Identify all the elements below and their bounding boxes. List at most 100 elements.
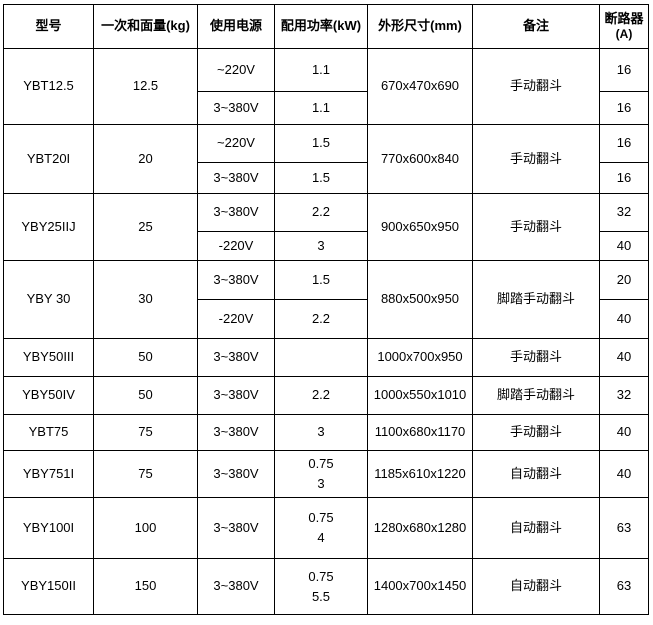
cell-breaker: 20 — [599, 260, 649, 300]
col-header-breaker-line2: (A) — [615, 27, 633, 42]
cell-dimensions: 1185x610x1220 — [367, 450, 473, 498]
cell-breaker: 16 — [599, 162, 649, 194]
cell-remarks: 自动翻斗 — [472, 497, 600, 559]
kw-line1: 0.75 — [308, 510, 334, 525]
cell-remarks: 脚踏手动翻斗 — [472, 376, 600, 415]
header-row: 型号 一次和面量(kg) 使用电源 配用功率(kW) 外形尺寸(mm) 备注 断… — [3, 4, 649, 49]
cell-model: YBY100I — [3, 497, 94, 559]
spec-table: 型号 一次和面量(kg) 使用电源 配用功率(kW) 外形尺寸(mm) 备注 断… — [3, 4, 649, 615]
kw-line1: 0.75 — [308, 456, 334, 471]
cell-breaker: 32 — [599, 376, 649, 415]
row-yby751i: YBY751I 75 3~380V 0.75 3 1185x610x1220 自… — [3, 450, 649, 498]
row-ybt75: YBT75 75 3~380V 3 1100x680x1170 手动翻斗 40 — [3, 414, 649, 451]
cell-model: YBY50III — [3, 338, 94, 377]
row-ybt20i-a: YBT20I 20 ~220V 1.5 770x600x840 手动翻斗 16 — [3, 124, 649, 194]
cell-power-kw: 2.2 — [274, 376, 368, 415]
row-ybt12-5-a: YBT12.5 12.5 ~220V 1.1 670x470x690 手动翻斗 … — [3, 48, 649, 125]
kw-line2: 3 — [317, 476, 325, 491]
cell-breaker: 63 — [599, 558, 649, 615]
cell-dimensions: 900x650x950 — [367, 193, 473, 261]
cell-power-supply: 3~380V — [197, 376, 275, 415]
cell-model: YBY50IV — [3, 376, 94, 415]
cell-breaker: 32 — [599, 193, 649, 232]
cell-power-supply: ~220V — [197, 48, 275, 92]
row-yby30-a: YBY 30 30 3~380V 1.5 880x500x950 脚踏手动翻斗 … — [3, 260, 649, 339]
cell-power-supply: 3~380V — [197, 450, 275, 498]
cell-power-kw: 1.5 — [274, 162, 368, 194]
cell-amount: 75 — [93, 414, 198, 451]
cell-model: YBT20I — [3, 124, 94, 194]
cell-remarks: 手动翻斗 — [472, 338, 600, 377]
cell-power-supply: 3~380V — [197, 260, 275, 300]
cell-amount: 50 — [93, 376, 198, 415]
cell-power-kw: 0.75 4 — [274, 497, 368, 559]
cell-power-kw: 1.5 — [274, 260, 368, 300]
cell-power-supply: 3~380V — [197, 162, 275, 194]
cell-power-supply: 3~380V — [197, 338, 275, 377]
cell-amount: 50 — [93, 338, 198, 377]
cell-power-kw: 2.2 — [274, 193, 368, 232]
col-header-breaker-line1: 断路器 — [604, 10, 644, 26]
cell-amount: 20 — [93, 124, 198, 194]
row-yby100i: YBY100I 100 3~380V 0.75 4 1280x680x1280 … — [3, 497, 649, 559]
row-yby50iv: YBY50IV 50 3~380V 2.2 1000x550x1010 脚踏手动… — [3, 376, 649, 415]
cell-power-kw: 3 — [274, 414, 368, 451]
cell-power-supply: -220V — [197, 231, 275, 261]
cell-power-kw: 1.5 — [274, 124, 368, 163]
cell-amount: 100 — [93, 497, 198, 559]
cell-power-supply: 3~380V — [197, 497, 275, 559]
cell-model: YBY751I — [3, 450, 94, 498]
cell-amount: 75 — [93, 450, 198, 498]
row-ybt12-5-b: 3~380V 1.1 16 — [4, 91, 649, 125]
cell-model: YBT12.5 — [3, 48, 94, 125]
cell-power-kw: 2.2 — [274, 299, 368, 339]
cell-breaker: 40 — [599, 299, 649, 339]
cell-dimensions: 1280x680x1280 — [367, 497, 473, 559]
cell-dimensions: 1000x700x950 — [367, 338, 473, 377]
cell-amount: 25 — [93, 193, 198, 261]
cell-dimensions: 670x470x690 — [367, 48, 473, 125]
col-header-breaker: 断路器 (A) — [599, 4, 649, 49]
kw-line1: 0.75 — [308, 568, 334, 584]
row-yby25iij-a: YBY25IIJ 25 3~380V 2.2 900x650x950 手动翻斗 … — [3, 193, 649, 261]
cell-remarks: 手动翻斗 — [472, 124, 600, 194]
col-header-power-supply: 使用电源 — [197, 4, 275, 49]
cell-remarks: 手动翻斗 — [472, 414, 600, 451]
cell-power-kw: 0.75 5.5 — [274, 558, 368, 615]
cell-breaker: 16 — [599, 124, 649, 163]
col-header-amount: 一次和面量(kg) — [93, 4, 198, 49]
cell-remarks: 自动翻斗 — [472, 450, 600, 498]
cell-dimensions: 1000x550x1010 — [367, 376, 473, 415]
cell-power-supply: 3~380V — [197, 414, 275, 451]
cell-power-supply: -220V — [197, 299, 275, 339]
col-header-dimensions: 外形尺寸(mm) — [367, 4, 473, 49]
cell-dimensions: 1100x680x1170 — [367, 414, 473, 451]
cell-model: YBY25IIJ — [3, 193, 94, 261]
cell-breaker: 63 — [599, 497, 649, 559]
cell-power-kw: 1.1 — [274, 48, 368, 92]
cell-breaker: 16 — [599, 91, 649, 125]
kw-line2: 4 — [317, 530, 325, 545]
cell-model: YBY150II — [3, 558, 94, 615]
cell-amount: 150 — [93, 558, 198, 615]
cell-amount: 12.5 — [93, 48, 198, 125]
cell-breaker: 16 — [599, 48, 649, 92]
cell-amount: 30 — [93, 260, 198, 339]
cell-remarks: 自动翻斗 — [472, 558, 600, 615]
col-header-remarks: 备注 — [472, 4, 600, 49]
cell-remarks: 手动翻斗 — [472, 48, 600, 125]
row-ybt20i-b: 3~380V 1.5 16 — [4, 162, 649, 194]
cell-remarks: 脚踏手动翻斗 — [472, 260, 600, 339]
cell-power-supply: ~220V — [197, 124, 275, 163]
row-yby150ii: YBY150II 150 3~380V 0.75 5.5 1400x700x14… — [3, 558, 649, 615]
col-header-power-kw: 配用功率(kW) — [274, 4, 368, 49]
cell-power-kw — [274, 338, 368, 377]
cell-breaker: 40 — [599, 231, 649, 261]
cell-power-kw: 1.1 — [274, 91, 368, 125]
cell-dimensions: 880x500x950 — [367, 260, 473, 339]
col-header-model: 型号 — [3, 4, 94, 49]
cell-power-supply: 3~380V — [197, 558, 275, 615]
cell-dimensions: 770x600x840 — [367, 124, 473, 194]
cell-breaker: 40 — [599, 414, 649, 451]
cell-power-kw: 3 — [274, 231, 368, 261]
